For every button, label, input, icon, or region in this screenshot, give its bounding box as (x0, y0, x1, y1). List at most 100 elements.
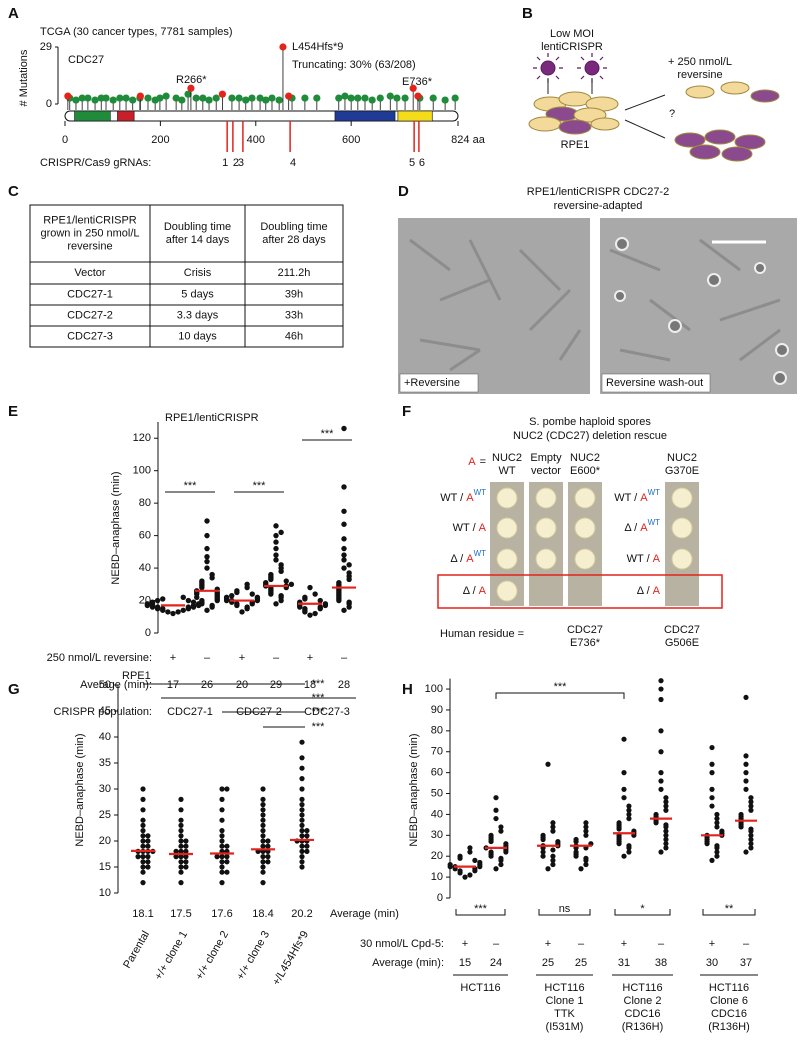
data-point (307, 612, 313, 618)
data-point (219, 864, 225, 870)
data-point (743, 770, 749, 776)
treatment: – (204, 652, 211, 664)
data-point (743, 761, 749, 767)
average: 37 (740, 957, 752, 969)
data-point (658, 770, 664, 776)
allele: A (640, 522, 648, 534)
data-point (140, 796, 146, 803)
y-axis-label: NEBD–anaphase (min) (110, 471, 122, 584)
column-header: NUC2 (570, 452, 600, 464)
data-point (663, 807, 669, 813)
data-point (260, 822, 266, 829)
data-point (748, 832, 754, 838)
data-point (140, 822, 146, 829)
data-point (154, 604, 161, 610)
data-point (219, 828, 225, 834)
data-point (224, 843, 230, 849)
data-point (219, 843, 225, 849)
group-label: CDC16 (624, 1008, 660, 1020)
data-point (493, 795, 499, 801)
data-point (719, 828, 725, 834)
data-point (260, 817, 266, 823)
data-point (709, 803, 715, 809)
data-point (743, 786, 749, 792)
column-header: NUC2 (667, 452, 697, 464)
data-point (658, 786, 664, 792)
treatment: – (658, 938, 665, 950)
human-residue-label: Human residue = (440, 628, 524, 640)
lollipop-head (156, 94, 164, 102)
data-point (265, 843, 271, 849)
allele-superscript: WT (648, 518, 661, 527)
data-point (209, 602, 215, 609)
data-point (341, 508, 347, 514)
average: 18.4 (252, 908, 273, 920)
cell (528, 116, 562, 132)
data-point (462, 874, 468, 880)
x-tick-label: 600 (342, 134, 360, 146)
data-point (317, 597, 323, 604)
data-point (299, 765, 305, 771)
colony (671, 487, 693, 509)
lollipop-head (212, 94, 220, 102)
data-point (341, 425, 347, 432)
gene-name: CDC27 (68, 54, 104, 66)
data-point (658, 678, 664, 684)
data-point (583, 832, 589, 838)
data-point (265, 854, 271, 860)
data-point (493, 807, 499, 813)
data-point (224, 786, 230, 792)
data-point (278, 562, 284, 568)
data-point (299, 786, 305, 792)
data-point (457, 853, 463, 859)
round-cell (773, 371, 787, 385)
data-point (493, 815, 499, 822)
genotype-label: Δ / A (463, 585, 487, 597)
data-point (341, 484, 347, 490)
y-tick-label: 80 (139, 497, 151, 509)
x-tick-label: 400 (247, 134, 265, 146)
data-point (312, 610, 318, 617)
data-point (190, 599, 197, 605)
colony (671, 517, 693, 539)
significance-label: ** (725, 903, 734, 915)
lollipop-head (218, 90, 226, 98)
lollipop-head (162, 92, 170, 100)
cell-line: RPE1 (561, 139, 590, 151)
data-point (663, 828, 669, 834)
data-point (304, 843, 310, 849)
average: 25 (542, 957, 554, 969)
data-point (273, 552, 279, 558)
row-label: 30 nmol/L Cpd-5: (360, 938, 444, 950)
data-point (621, 853, 627, 859)
data-point (273, 532, 279, 539)
a-equals: A = (468, 456, 486, 468)
table-cell: Crisis (184, 267, 212, 279)
data-point (260, 802, 266, 808)
data-point (140, 869, 146, 875)
title: RPE1 (122, 670, 151, 682)
grna-id: 1 (222, 157, 228, 169)
data-point (219, 859, 225, 865)
data-point (260, 833, 266, 839)
data-point (178, 833, 184, 839)
data-point (178, 869, 184, 875)
data-point (229, 592, 235, 599)
lollipop-head (386, 92, 394, 100)
data-point (488, 832, 494, 838)
y-tick-label: 0 (437, 892, 443, 904)
data-point (299, 776, 305, 782)
data-point (550, 853, 556, 859)
average: 17.5 (170, 908, 191, 920)
lollipop-head (414, 92, 422, 100)
data-point (498, 824, 504, 830)
y-tick-label: 25 (99, 809, 111, 821)
genotype-label: Δ / AWT (450, 549, 486, 565)
colony (574, 487, 596, 509)
y-tick-label: 30 (431, 829, 443, 841)
allele-superscript: WT (474, 488, 487, 497)
data-point (299, 864, 305, 870)
data-point (299, 828, 305, 834)
data-point (224, 854, 230, 860)
data-point (663, 841, 669, 847)
